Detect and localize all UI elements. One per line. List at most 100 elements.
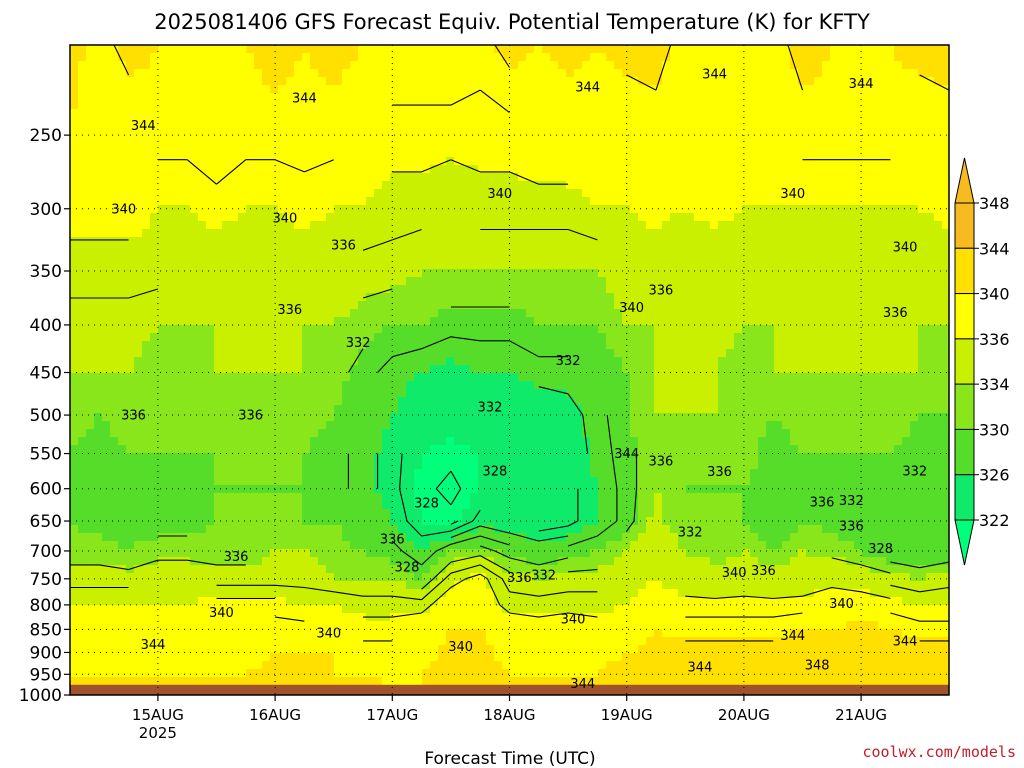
heatmap-cell	[342, 357, 351, 366]
heatmap-cell	[486, 421, 495, 430]
heatmap-cell	[470, 293, 479, 302]
heatmap-cell	[142, 413, 151, 422]
heatmap-cell	[326, 117, 335, 126]
heatmap-cell	[70, 485, 79, 494]
heatmap-cell	[446, 373, 455, 382]
heatmap-cell	[246, 69, 255, 78]
heatmap-cell	[102, 525, 111, 534]
heatmap-cell	[214, 493, 223, 502]
heatmap-cell	[406, 205, 415, 214]
heatmap-cell	[398, 109, 407, 118]
heatmap-cell	[542, 341, 551, 350]
heatmap-cell	[94, 461, 103, 470]
heatmap-cell	[94, 661, 103, 670]
heatmap-cell	[374, 661, 383, 670]
heatmap-cell	[478, 581, 487, 590]
heatmap-cell	[518, 509, 527, 518]
heatmap-cell	[414, 301, 423, 310]
heatmap-cell	[206, 389, 215, 398]
heatmap-cell	[190, 237, 199, 246]
heatmap-cell	[254, 125, 263, 134]
heatmap-cell	[102, 229, 111, 238]
heatmap-cell	[494, 469, 503, 478]
heatmap-cell	[502, 341, 511, 350]
heatmap-cell	[262, 69, 271, 78]
heatmap-cell	[518, 221, 527, 230]
heatmap-cell	[446, 509, 455, 518]
heatmap-cell	[486, 653, 495, 662]
heatmap-cell	[422, 509, 431, 518]
heatmap-cell	[198, 541, 207, 550]
heatmap-cell	[374, 581, 383, 590]
heatmap-cell	[550, 581, 559, 590]
heatmap-cell	[390, 333, 399, 342]
heatmap-cell	[262, 661, 271, 670]
heatmap-cell	[398, 661, 407, 670]
heatmap-cell	[294, 397, 303, 406]
heatmap-cell	[334, 429, 343, 438]
heatmap-cell	[398, 493, 407, 502]
heatmap-cell	[350, 61, 359, 70]
heatmap-cell	[214, 389, 223, 398]
heatmap-cell	[542, 501, 551, 510]
heatmap-cell	[350, 285, 359, 294]
heatmap-cell	[190, 309, 199, 318]
heatmap-cell	[222, 173, 231, 182]
heatmap-cell	[182, 261, 191, 270]
heatmap-cell	[70, 125, 79, 134]
heatmap-cell	[526, 437, 535, 446]
heatmap-cell	[366, 325, 375, 334]
heatmap-cell	[174, 133, 183, 142]
heatmap-cell	[510, 509, 519, 518]
heatmap-cell	[142, 613, 151, 622]
heatmap-cell	[78, 413, 87, 422]
heatmap-cell	[406, 189, 415, 198]
heatmap-cell	[126, 557, 135, 566]
heatmap-cell	[478, 373, 487, 382]
heatmap-cell	[438, 533, 447, 542]
heatmap-cell	[78, 189, 87, 198]
heatmap-cell	[470, 677, 479, 686]
heatmap-cell	[478, 429, 487, 438]
heatmap-cell	[214, 341, 223, 350]
heatmap-cell	[230, 285, 239, 294]
heatmap-cell	[286, 405, 295, 414]
heatmap-cell	[86, 557, 95, 566]
heatmap-cell	[326, 165, 335, 174]
heatmap-cell	[182, 357, 191, 366]
heatmap-cell	[374, 109, 383, 118]
heatmap-cell	[94, 589, 103, 598]
heatmap-cell	[334, 557, 343, 566]
heatmap-cell	[270, 653, 279, 662]
heatmap-cell	[126, 309, 135, 318]
heatmap-cell	[158, 437, 167, 446]
heatmap-cell	[510, 381, 519, 390]
heatmap-cell	[214, 541, 223, 550]
heatmap-cell	[142, 461, 151, 470]
heatmap-cell	[94, 557, 103, 566]
heatmap-cell	[518, 541, 527, 550]
heatmap-cell	[382, 253, 391, 262]
heatmap-cell	[550, 293, 559, 302]
heatmap-cell	[502, 437, 511, 446]
heatmap-cell	[78, 389, 87, 398]
heatmap-cell	[222, 277, 231, 286]
heatmap-cell	[382, 557, 391, 566]
heatmap-cell	[374, 277, 383, 286]
heatmap-cell	[70, 101, 79, 110]
heatmap-cell	[518, 229, 527, 238]
heatmap-cell	[310, 157, 319, 166]
heatmap-cell	[110, 205, 119, 214]
heatmap-cell	[230, 349, 239, 358]
heatmap-cell	[446, 181, 455, 190]
heatmap-cell	[102, 357, 111, 366]
heatmap-cell	[70, 501, 79, 510]
heatmap-cell	[526, 61, 535, 70]
heatmap-cell	[398, 645, 407, 654]
heatmap-cell	[222, 637, 231, 646]
heatmap-cell	[366, 373, 375, 382]
heatmap-cell	[398, 573, 407, 582]
heatmap-cell	[454, 461, 463, 470]
heatmap-cell	[462, 133, 471, 142]
heatmap-cell	[302, 261, 311, 270]
